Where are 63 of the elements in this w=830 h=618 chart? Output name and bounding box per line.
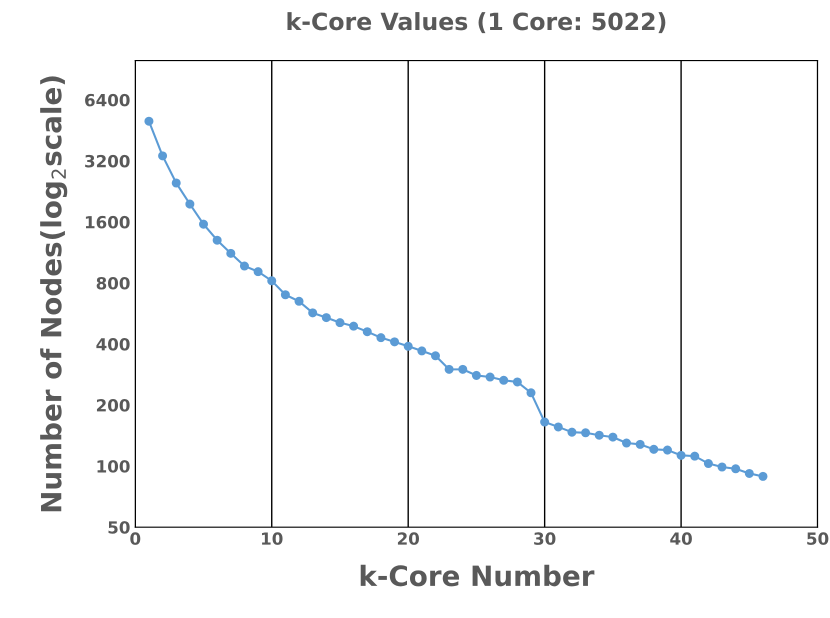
point bbox=[322, 313, 331, 322]
point bbox=[417, 346, 426, 356]
point bbox=[567, 428, 576, 437]
point bbox=[226, 248, 236, 258]
point bbox=[240, 262, 249, 271]
point bbox=[376, 333, 386, 342]
y-tick-label: 3200 bbox=[85, 154, 130, 168]
point bbox=[526, 388, 536, 398]
point bbox=[294, 296, 304, 306]
point bbox=[280, 290, 290, 300]
point bbox=[390, 337, 400, 346]
point bbox=[690, 452, 700, 461]
point bbox=[718, 462, 727, 472]
point bbox=[199, 220, 208, 229]
y-tick-label: 50 bbox=[108, 521, 130, 534]
point bbox=[472, 370, 481, 380]
x-tick-label: 30 bbox=[534, 532, 556, 545]
point bbox=[499, 376, 508, 385]
y-tick-label: 800 bbox=[96, 276, 130, 290]
x-tick-label: 50 bbox=[807, 532, 828, 545]
y-tick-label: 1600 bbox=[86, 216, 130, 229]
point bbox=[512, 377, 522, 386]
point bbox=[158, 151, 168, 160]
point bbox=[444, 364, 454, 374]
x-axis-title: k-Core Number bbox=[360, 564, 594, 586]
point bbox=[608, 432, 618, 442]
point bbox=[458, 364, 468, 374]
y-tick-label: 200 bbox=[96, 399, 130, 412]
point bbox=[267, 276, 276, 286]
point bbox=[581, 428, 590, 438]
x-tick-label: 20 bbox=[398, 532, 419, 545]
point bbox=[744, 468, 754, 478]
y-axis-title: Number of Nodes(log$_{2}$scale) bbox=[40, 76, 68, 512]
x-tick-label: 0 bbox=[130, 532, 140, 545]
point bbox=[430, 351, 440, 360]
point bbox=[649, 444, 658, 454]
point bbox=[594, 430, 604, 440]
chart-title: k-Core Values (1 Core: 5022) bbox=[287, 12, 666, 34]
point bbox=[622, 438, 632, 448]
point bbox=[144, 116, 154, 126]
point bbox=[335, 318, 344, 328]
y-tick-label: 100 bbox=[98, 460, 130, 473]
point bbox=[731, 464, 740, 474]
point bbox=[554, 422, 563, 432]
point bbox=[254, 267, 263, 276]
point bbox=[404, 342, 413, 351]
point bbox=[362, 327, 372, 336]
x-tick-label: 10 bbox=[262, 532, 283, 545]
point bbox=[704, 458, 713, 468]
y-tick-label: 6400 bbox=[85, 94, 130, 106]
y-tick-label: 400 bbox=[96, 338, 130, 351]
point bbox=[349, 322, 358, 331]
point bbox=[662, 446, 672, 455]
point bbox=[172, 178, 181, 188]
point bbox=[540, 418, 550, 427]
point bbox=[212, 236, 222, 245]
point bbox=[308, 308, 318, 318]
point bbox=[758, 472, 768, 481]
point bbox=[636, 440, 645, 449]
point bbox=[486, 372, 495, 382]
point bbox=[185, 200, 194, 209]
x-tick-label: 40 bbox=[670, 532, 692, 545]
point bbox=[676, 450, 686, 460]
